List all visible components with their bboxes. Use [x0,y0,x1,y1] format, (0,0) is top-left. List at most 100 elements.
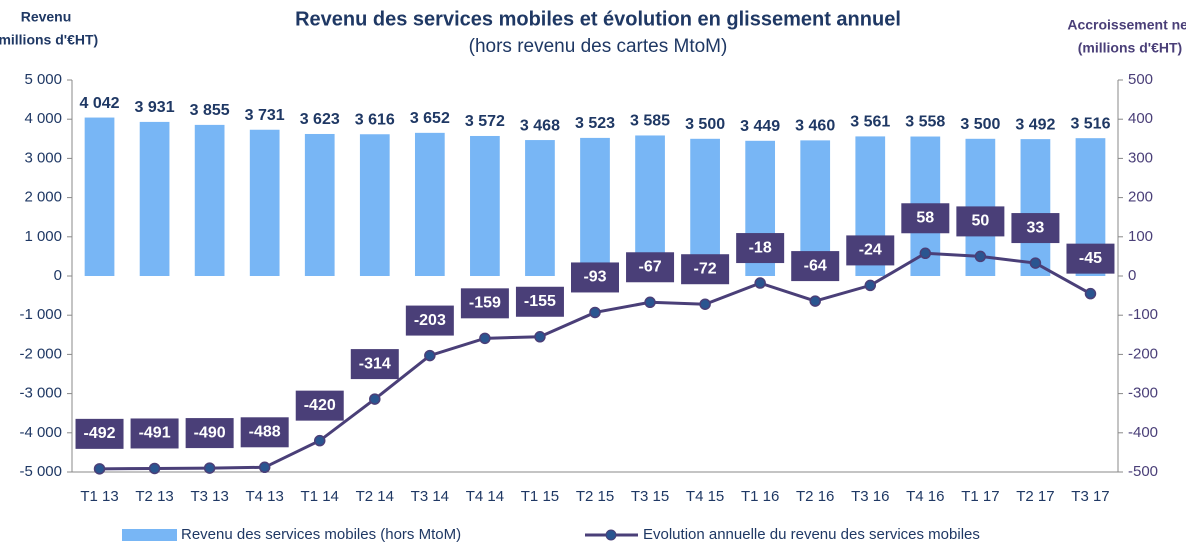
bar-value-label: 3 460 [795,118,835,135]
line-marker [148,462,161,475]
line-marker [809,295,821,307]
line-value-label: 58 [916,209,934,226]
x-tick-label: T2 17 [1016,488,1054,505]
x-tick-label: T2 15 [576,488,614,505]
y2-tick-label: 200 [1128,189,1153,206]
y-tick-label: 4 000 [24,110,62,127]
line-marker [644,296,656,309]
x-tick-label: T1 16 [741,488,779,505]
x-tick-label: T2 13 [135,488,173,505]
x-tick-label: T3 13 [190,488,228,505]
bar-value-label: 3 572 [465,113,505,130]
value-label-box [791,251,840,282]
legend-label: Revenu des services mobiles (hors MtoM) [181,526,461,543]
line-marker [754,277,766,289]
bar-value-label: 3 561 [850,114,890,131]
bar [249,129,280,276]
value-label-box [1066,243,1115,274]
bar-value-label: 3 652 [410,110,450,127]
bar [1020,139,1051,276]
bar-value-label: 3 616 [355,111,395,128]
y2-tick-label: -400 [1128,424,1158,441]
value-label-box [350,349,399,380]
bar-value-label: 3 500 [685,116,725,133]
bar [414,132,445,276]
y-axis-label: Revenu [21,9,72,25]
bar-value-label: 4 042 [80,95,120,112]
bar [470,135,500,276]
value-label-box [956,206,1005,237]
line-value-label: -67 [638,258,661,275]
bar-value-label: 3 623 [300,111,340,128]
value-label-box [405,305,454,336]
bar-value-label: 3 516 [1070,115,1110,132]
line-value-label: -420 [304,397,336,414]
bar-value-label: 3 468 [520,117,560,134]
y-tick-label: -3 000 [19,385,62,402]
y2-axis-label: Accroissement net [1067,17,1186,33]
line-marker [93,463,106,475]
x-tick-label: T3 16 [851,488,889,505]
legend-label: Evolution annuelle du revenu des service… [643,526,980,543]
x-tick-label: T1 13 [80,488,118,505]
bar-value-label: 3 855 [190,102,230,119]
x-tick-label: T4 15 [686,488,724,505]
x-tick-label: T1 14 [301,488,339,505]
line-value-label: -491 [139,425,171,442]
line-value-label: -72 [694,260,717,277]
value-label-box [571,262,619,293]
y-tick-label: 1 000 [24,228,62,245]
line-value-label: -159 [469,295,501,312]
bar [580,137,610,276]
bar [139,121,170,276]
bar-value-label: 3 558 [905,114,945,131]
x-tick-label: T3 17 [1071,488,1109,505]
y-tick-label: -5 000 [19,463,62,480]
y2-tick-label: 300 [1128,149,1153,166]
value-label-box [515,286,564,317]
y2-tick-label: -500 [1128,463,1158,480]
y-axis-label: (millions d'€HT) [0,32,98,48]
x-tick-label: T1 17 [961,488,999,505]
line-value-label: -314 [359,355,391,372]
y-tick-label: 3 000 [24,149,62,166]
line-value-label: -155 [524,293,556,310]
y2-tick-label: 100 [1128,228,1153,245]
line-marker [369,393,381,405]
value-label-box [240,417,289,448]
bar-value-label: 3 500 [960,116,1000,133]
x-tick-label: T3 14 [411,488,449,505]
value-label-box [626,252,675,283]
x-tick-label: T4 13 [246,488,284,505]
value-label-box [130,418,179,449]
line-marker [258,461,271,474]
line-marker [589,306,601,319]
x-tick-label: T4 16 [906,488,944,505]
bar-value-label: 3 449 [740,118,780,135]
line-marker [1029,257,1042,269]
line-value-label: -18 [749,239,772,256]
line-marker [919,247,932,260]
bar [690,138,720,276]
line-marker [424,349,436,362]
value-label-box [901,203,950,234]
y2-tick-label: -100 [1128,306,1158,323]
x-tick-label: T4 14 [466,488,504,505]
line-marker [479,332,491,345]
line-value-label: -488 [249,424,281,441]
line-value-label: -203 [414,312,446,329]
bar [359,134,390,276]
line-marker [1084,287,1097,300]
y2-tick-label: -200 [1128,345,1158,362]
y2-tick-label: 500 [1128,71,1153,88]
line-value-label: 50 [971,213,989,230]
line-value-label: -45 [1079,250,1102,267]
legend-marker [605,529,617,541]
value-label-box [185,418,234,449]
y-tick-label: -2 000 [19,345,62,362]
line-marker [974,250,987,263]
line-marker [699,298,711,310]
y2-tick-label: 0 [1128,267,1136,284]
value-label-box [1011,213,1060,244]
